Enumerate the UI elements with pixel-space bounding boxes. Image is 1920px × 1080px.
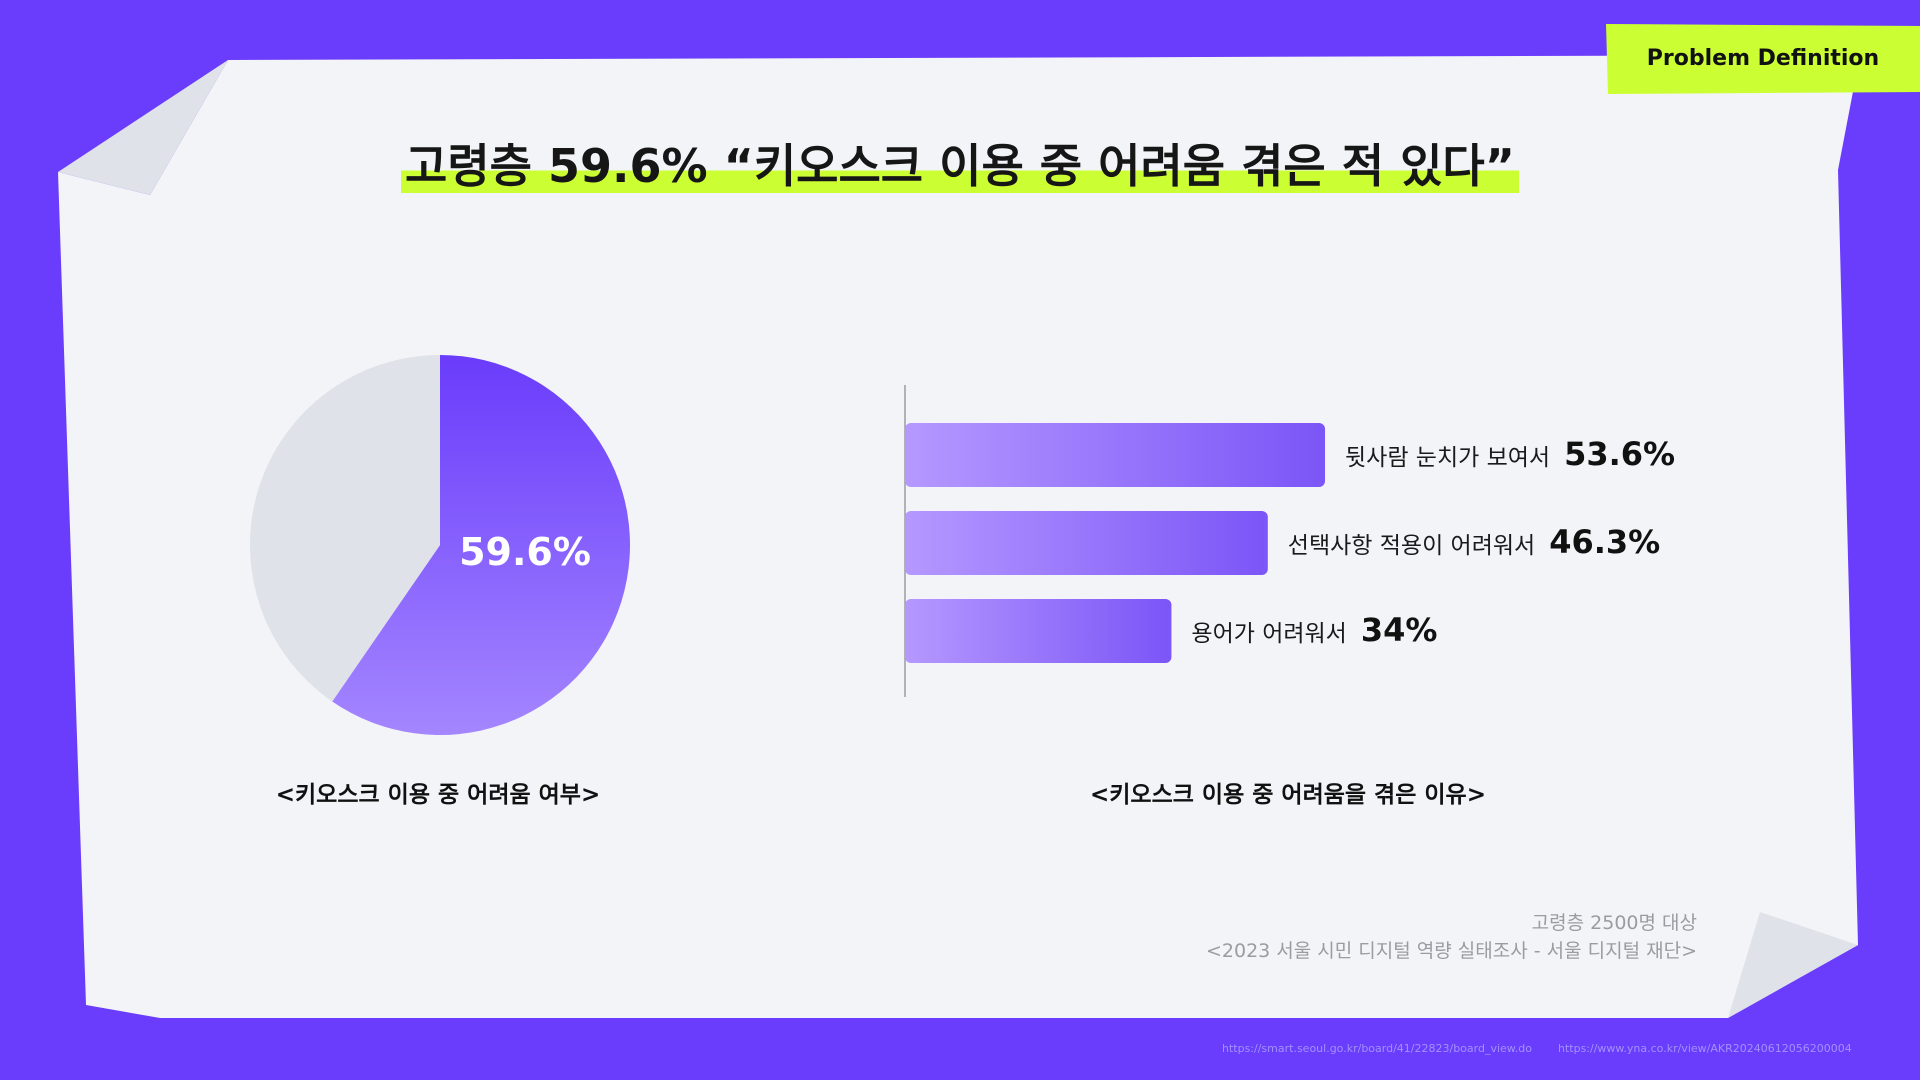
bar-value-label: 53.6% [1564,435,1676,473]
bar-value-label: 46.3% [1549,523,1661,561]
bar-label-row-2: 선택사항 적용이 어려워서 46.3% [1288,523,1660,561]
page-title: 고령층 59.6% “키오스크 이용 중 어려움 겪은 적 있다” [0,130,1920,196]
pie-slices [249,355,630,735]
tag-shape [1606,24,1920,94]
bar-value-label: 34% [1360,611,1438,649]
section-tag: Problem Definition [1646,45,1880,71]
bar-category-label: 뒷사람 눈치가 보여서 [1345,445,1551,471]
bar-chart-caption: <키오스크 이용 중 어려움을 겪은 이유> [1090,782,1486,808]
bar-marks [904,385,1325,697]
bar-label-row-3: 용어가 어려워서 34% [1191,611,1437,649]
bar-2 [905,511,1268,575]
sample-note: 고령층 2500명 대상 [1531,912,1697,934]
paper-curl-top-left [58,60,228,195]
bar-label-row-1: 뒷사람 눈치가 보여서 53.6% [1345,435,1675,473]
pie-chart [249,355,630,735]
bar-category-label: 용어가 어려워서 [1191,621,1347,647]
pie-slice-2 [249,355,440,702]
bar-1 [905,423,1325,487]
bar-chart [904,385,1325,697]
page-title-text: 고령층 59.6% “키오스크 이용 중 어려움 겪은 적 있다” [401,139,1519,193]
source-note: <2023 서울 시민 디지털 역량 실태조사 - 서울 디지털 재단> [1205,940,1697,962]
pie-data-label: 59.6% [459,530,591,574]
footer-link-2[interactable]: https://www.yna.co.kr/view/AKR2024061205… [1558,1042,1852,1055]
footer-link-1[interactable]: https://smart.seoul.go.kr/board/41/22823… [1222,1042,1532,1055]
bar-category-label: 선택사항 적용이 어려워서 [1287,533,1536,559]
pie-slice-1 [332,355,630,735]
bar-3 [905,599,1172,663]
paper-curl-bottom-right [1728,912,1858,1018]
pie-chart-caption: <키오스크 이용 중 어려움 여부> [275,782,601,808]
